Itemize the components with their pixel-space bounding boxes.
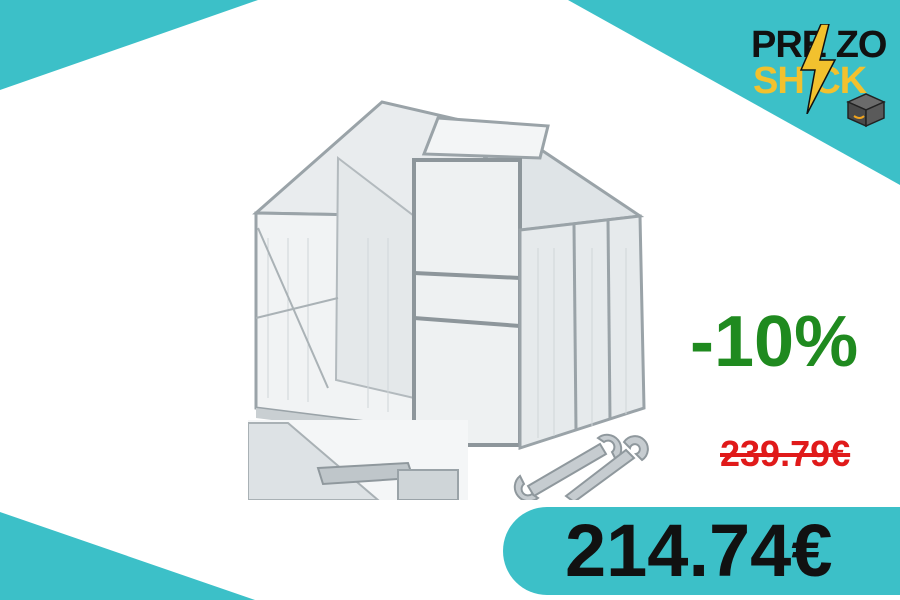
package-box-icon — [846, 93, 886, 128]
prezzo-shock-logo: PRE ZO SH CK — [745, 20, 895, 130]
lightning-bolt-icon — [799, 24, 837, 114]
greenhouse-product-image — [248, 98, 653, 500]
top-left-band — [0, 0, 258, 90]
wrench-icon — [513, 433, 649, 500]
price-badge — [503, 507, 900, 595]
discount-percentage: -10% — [690, 302, 859, 382]
new-price: 214.74€ — [565, 509, 833, 592]
frame-detail-inset — [248, 420, 468, 500]
greenhouse-door — [412, 158, 522, 447]
bottom-left-band — [0, 512, 255, 600]
old-price: 239.79€ — [720, 433, 851, 474]
greenhouse-side-wall — [518, 214, 646, 451]
greenhouse-roof-vent — [421, 116, 550, 160]
